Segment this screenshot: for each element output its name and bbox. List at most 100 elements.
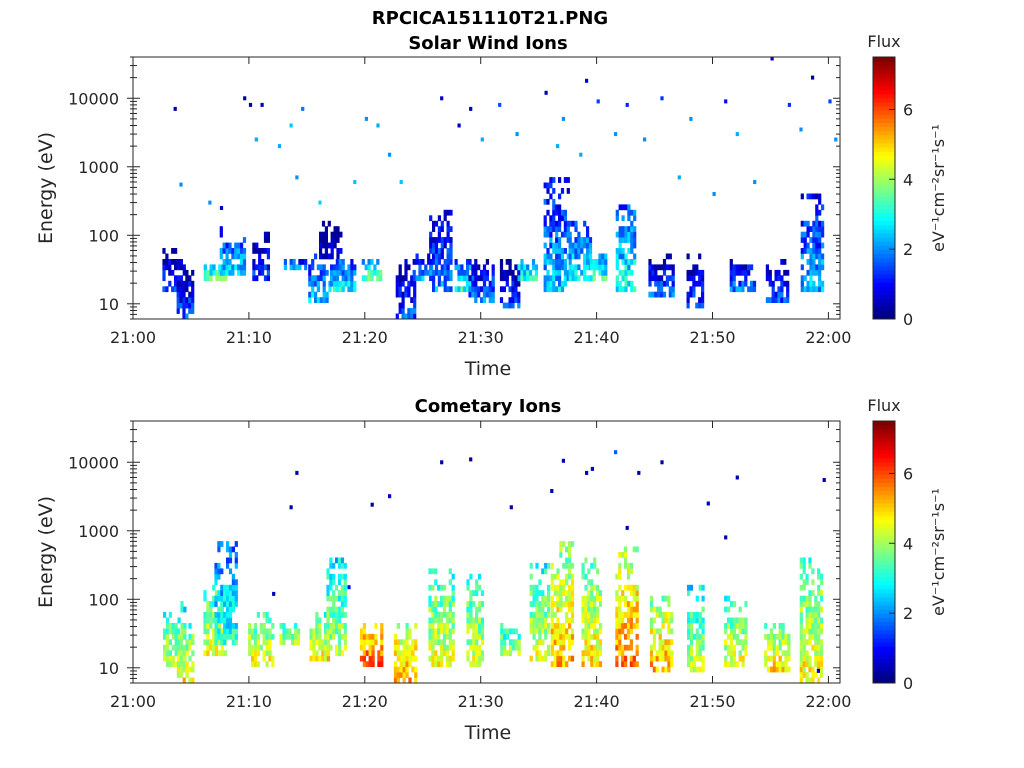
flux-cell: [226, 606, 230, 613]
flux-cell: [695, 650, 699, 657]
flux-cell: [566, 188, 570, 194]
flux-cell: [437, 661, 441, 667]
flux-cell: [750, 264, 754, 271]
flux-cell: [171, 644, 175, 651]
flux-cell: [618, 628, 622, 635]
flux-cell: [488, 286, 492, 293]
flux-cell: [514, 280, 518, 287]
flux-cell: [206, 601, 210, 607]
flux-cell: [214, 562, 218, 569]
flux-cell: [179, 655, 183, 662]
flux-cell: [440, 661, 444, 667]
flux-cell: [574, 242, 578, 249]
flux-point: [614, 132, 618, 137]
flux-cell: [667, 655, 671, 662]
flux-cell: [695, 302, 699, 309]
flux-cell: [590, 655, 594, 662]
flux-cell: [329, 612, 333, 618]
flux-cell: [440, 655, 444, 662]
flux-cell: [514, 264, 518, 271]
flux-cell: [808, 666, 812, 673]
flux-cell: [319, 297, 323, 303]
flux-cell: [402, 666, 406, 673]
flux-cell: [408, 644, 412, 651]
flux-cell: [266, 231, 270, 238]
flux-cell: [811, 677, 815, 684]
flux-cell: [312, 639, 316, 646]
y-tick-label: 10000: [68, 89, 119, 108]
flux-cell: [165, 628, 170, 635]
flux-cell: [475, 590, 479, 596]
flux-cell: [615, 628, 619, 635]
flux-cell: [401, 280, 405, 287]
flux-cell: [668, 286, 672, 293]
flux-cell: [538, 633, 542, 640]
flux-cell: [326, 650, 330, 657]
flux-point: [753, 180, 757, 184]
flux-cell: [812, 231, 816, 238]
flux-cell: [586, 275, 590, 282]
flux-cell: [401, 297, 405, 303]
flux-cell: [652, 666, 656, 673]
flux-cell: [632, 590, 636, 596]
flux-cell: [800, 264, 804, 271]
flux-cell: [478, 650, 482, 657]
flux-cell: [443, 237, 447, 243]
flux-cell: [624, 661, 628, 667]
flux-cell: [451, 601, 455, 607]
flux-cell: [550, 579, 554, 586]
flux-cell: [162, 275, 166, 282]
flux-cell: [347, 275, 351, 282]
flux-cell: [258, 253, 262, 260]
colorbar-swatch: [873, 425, 895, 430]
flux-cell: [434, 259, 439, 265]
flux-cell: [268, 628, 272, 635]
x-tick-label: 21:40: [574, 692, 620, 711]
flux-cell: [577, 242, 581, 249]
flux-cell: [437, 617, 441, 624]
flux-cell: [442, 633, 447, 640]
flux-cell: [396, 655, 400, 662]
flux-cell: [812, 237, 816, 243]
flux-cell: [253, 655, 258, 662]
flux-cell: [440, 617, 444, 624]
flux-cell: [401, 302, 405, 309]
flux-cell: [546, 253, 550, 260]
flux-cell: [568, 595, 572, 602]
flux-cell: [556, 584, 560, 591]
flux-cell: [500, 639, 504, 646]
flux-cell: [780, 259, 784, 265]
flux-cell: [162, 286, 166, 293]
flux-cell: [729, 628, 734, 635]
flux-cell: [577, 275, 581, 282]
flux-cell: [806, 280, 810, 287]
flux-cell: [744, 275, 748, 282]
flux-cell: [626, 568, 631, 575]
flux-cell: [774, 297, 778, 303]
flux-cell: [615, 280, 619, 287]
flux-cell: [442, 584, 447, 591]
flux-cell: [563, 226, 567, 232]
flux-cell: [546, 286, 550, 293]
flux-cell: [769, 644, 774, 651]
flux-cell: [799, 644, 803, 651]
flux-cell: [263, 231, 268, 238]
flux-cell: [214, 595, 218, 602]
flux-cell: [475, 633, 479, 640]
flux-point: [498, 102, 502, 107]
flux-cell: [163, 650, 167, 657]
flux-cell: [179, 297, 183, 303]
flux-cell: [817, 612, 821, 618]
flux-cell: [538, 601, 542, 607]
flux-cell: [818, 231, 822, 238]
flux-cell: [558, 215, 562, 222]
flux-cell: [529, 573, 533, 580]
flux-cell: [821, 204, 825, 211]
flux-cell: [560, 231, 565, 238]
flux-cell: [689, 617, 694, 624]
flux-cell: [806, 248, 810, 254]
flux-cell: [468, 259, 472, 265]
flux-cell: [615, 606, 619, 613]
flux-cell: [371, 633, 375, 640]
flux-cell: [234, 242, 238, 249]
